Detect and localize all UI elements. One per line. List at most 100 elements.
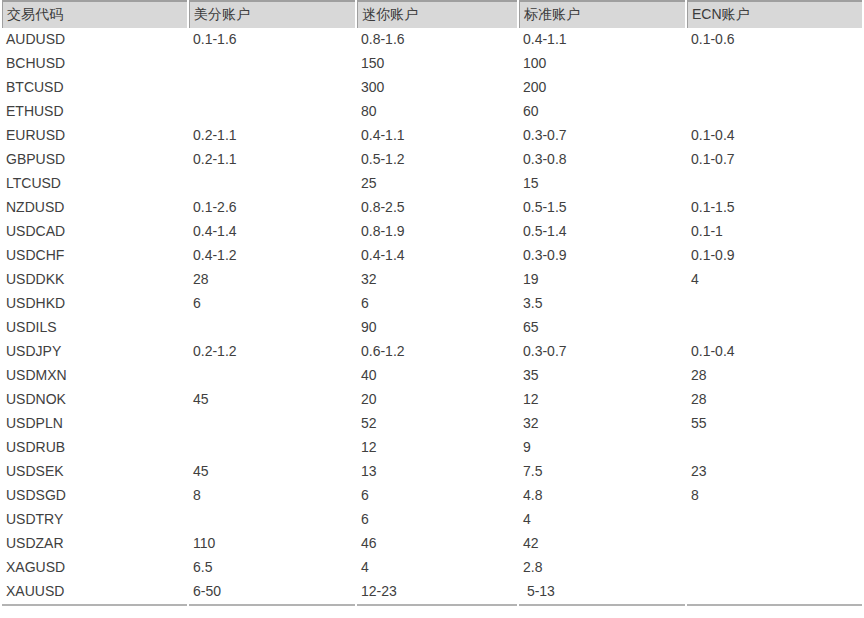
symbol-cell: AUDUSD (2, 28, 187, 52)
mini-spread-cell: 90 (357, 316, 517, 340)
mini-spread-cell: 13 (357, 460, 517, 484)
symbol-cell: USDZAR (2, 532, 187, 556)
symbol-cell: BTCUSD (2, 76, 187, 100)
ecn-spread-cell (687, 52, 862, 76)
mini-spread-cell: 0.6-1.2 (357, 340, 517, 364)
standard-spread-cell: 0.3-0.9 (519, 244, 685, 268)
cent-spread-cell: 45 (189, 388, 355, 412)
mini-spread-cell: 4 (357, 556, 517, 580)
cent-spread-cell: 0.4-1.4 (189, 220, 355, 244)
standard-spread-cell: 5-13 (519, 580, 685, 606)
mini-spread-cell: 12-23 (357, 580, 517, 606)
mini-spread-cell: 32 (357, 268, 517, 292)
symbol-cell: GBPUSD (2, 148, 187, 172)
symbol-cell: XAGUSD (2, 556, 187, 580)
cent-spread-cell (189, 172, 355, 196)
symbol-cell: USDMXN (2, 364, 187, 388)
ecn-spread-cell (687, 580, 862, 606)
mini-spread-cell: 6 (357, 292, 517, 316)
symbol-cell: USDRUB (2, 436, 187, 460)
symbol-cell: USDILS (2, 316, 187, 340)
ecn-spread-cell: 0.1-1 (687, 220, 862, 244)
spread-table-header: 交易代码 美分账户 迷你账户 标准账户 ECN账户 (2, 0, 862, 28)
ecn-spread-cell: 0.1-0.6 (687, 28, 862, 52)
cent-spread-cell: 0.2-1.1 (189, 148, 355, 172)
table-row: BCHUSD 150100 (2, 52, 862, 76)
cent-spread-cell (189, 100, 355, 124)
cent-spread-cell: 6.5 (189, 556, 355, 580)
table-row: EURUSD0.2-1.10.4-1.10.3-0.70.1-0.4 (2, 124, 862, 148)
ecn-spread-cell (687, 532, 862, 556)
standard-spread-cell: 3.5 (519, 292, 685, 316)
table-row: USDILS 9065 (2, 316, 862, 340)
standard-spread-cell: 0.5-1.5 (519, 196, 685, 220)
spread-table-page: 交易代码 美分账户 迷你账户 标准账户 ECN账户 AUDUSD0.1-1.60… (0, 0, 864, 618)
mini-spread-cell: 0.8-1.6 (357, 28, 517, 52)
ecn-spread-cell (687, 556, 862, 580)
header-row: 交易代码 美分账户 迷你账户 标准账户 ECN账户 (2, 0, 862, 28)
standard-spread-cell: 32 (519, 412, 685, 436)
symbol-cell: USDCAD (2, 220, 187, 244)
standard-spread-cell: 7.5 (519, 460, 685, 484)
table-row: USDNOK45201228 (2, 388, 862, 412)
column-header-ecn: ECN账户 (687, 0, 862, 28)
mini-spread-cell: 0.4-1.1 (357, 124, 517, 148)
mini-spread-cell: 6 (357, 484, 517, 508)
standard-spread-cell: 15 (519, 172, 685, 196)
column-header-cent: 美分账户 (189, 0, 355, 28)
symbol-cell: USDSEK (2, 460, 187, 484)
cent-spread-cell: 0.2-1.1 (189, 124, 355, 148)
standard-spread-cell: 12 (519, 388, 685, 412)
table-row: USDDKK2832194 (2, 268, 862, 292)
table-row: USDJPY0.2-1.20.6-1.20.3-0.70.1-0.4 (2, 340, 862, 364)
spread-table-body: AUDUSD0.1-1.60.8-1.60.4-1.10.1-0.6BCHUSD… (2, 28, 862, 606)
standard-spread-cell: 60 (519, 100, 685, 124)
mini-spread-cell: 40 (357, 364, 517, 388)
cent-spread-cell: 6-50 (189, 580, 355, 606)
standard-spread-cell: 100 (519, 52, 685, 76)
ecn-spread-cell: 0.1-0.4 (687, 340, 862, 364)
ecn-spread-cell (687, 172, 862, 196)
ecn-spread-cell: 4 (687, 268, 862, 292)
cent-spread-cell: 0.1-2.6 (189, 196, 355, 220)
symbol-cell: USDDKK (2, 268, 187, 292)
mini-spread-cell: 46 (357, 532, 517, 556)
cent-spread-cell: 8 (189, 484, 355, 508)
standard-spread-cell: 0.5-1.4 (519, 220, 685, 244)
cent-spread-cell: 110 (189, 532, 355, 556)
cent-spread-cell: 0.4-1.2 (189, 244, 355, 268)
mini-spread-cell: 150 (357, 52, 517, 76)
table-row: USDRUB129 (2, 436, 862, 460)
ecn-spread-cell: 28 (687, 388, 862, 412)
column-header-mini: 迷你账户 (357, 0, 517, 28)
mini-spread-cell: 20 (357, 388, 517, 412)
spread-table: 交易代码 美分账户 迷你账户 标准账户 ECN账户 AUDUSD0.1-1.60… (0, 0, 864, 606)
standard-spread-cell: 65 (519, 316, 685, 340)
mini-spread-cell: 12 (357, 436, 517, 460)
table-row: USDTRY64 (2, 508, 862, 532)
standard-spread-cell: 0.3-0.7 (519, 124, 685, 148)
table-row: USDSEK45137.523 (2, 460, 862, 484)
cent-spread-cell (189, 316, 355, 340)
cent-spread-cell (189, 52, 355, 76)
ecn-spread-cell (687, 436, 862, 460)
standard-spread-cell: 200 (519, 76, 685, 100)
table-row: XAGUSD6.542.8 (2, 556, 862, 580)
table-row: USDMXN403528 (2, 364, 862, 388)
mini-spread-cell: 0.8-2.5 (357, 196, 517, 220)
mini-spread-cell: 52 (357, 412, 517, 436)
cent-spread-cell (189, 364, 355, 388)
table-row: USDHKD663.5 (2, 292, 862, 316)
mini-spread-cell: 0.4-1.4 (357, 244, 517, 268)
symbol-cell: BCHUSD (2, 52, 187, 76)
ecn-spread-cell: 55 (687, 412, 862, 436)
symbol-cell: USDCHF (2, 244, 187, 268)
cent-spread-cell: 28 (189, 268, 355, 292)
cent-spread-cell: 45 (189, 460, 355, 484)
table-row: USDCHF0.4-1.20.4-1.40.3-0.90.1-0.9 (2, 244, 862, 268)
table-row: GBPUSD0.2-1.10.5-1.20.3-0.80.1-0.7 (2, 148, 862, 172)
table-row: ETHUSD8060 (2, 100, 862, 124)
standard-spread-cell: 4 (519, 508, 685, 532)
symbol-cell: XAUUSD (2, 580, 187, 606)
symbol-cell: USDPLN (2, 412, 187, 436)
